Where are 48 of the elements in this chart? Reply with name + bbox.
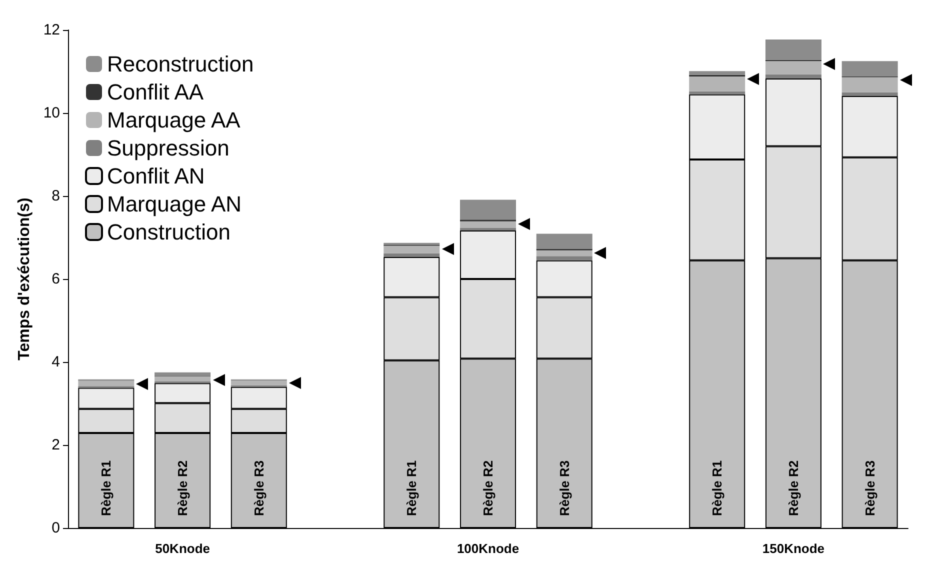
y-tick-label: 12 — [43, 22, 60, 38]
x-tick-label: Règle R2 — [480, 460, 496, 516]
y-tick-label: 6 — [52, 270, 60, 288]
legend-label: Conflit AN — [107, 164, 205, 188]
bar — [230, 380, 287, 386]
x-tick-label: Règle R2 — [175, 460, 190, 516]
y-tick-label: 0 — [52, 520, 60, 536]
x-tick-label: Règle R1 — [98, 460, 114, 516]
bar — [765, 61, 822, 74]
x-tick-label: Règle R3 — [862, 460, 878, 516]
bar — [765, 40, 822, 60]
y-tick-label: 2 — [52, 436, 60, 454]
bar — [536, 256, 592, 260]
bar — [842, 92, 898, 96]
y-axis-title: Temps d'exécution(s) — [16, 198, 33, 360]
text: 150Knode — [762, 541, 825, 556]
y-tick-label: 8 — [52, 188, 60, 204]
legend-label: Reconstruction — [107, 52, 254, 76]
bar — [384, 246, 440, 254]
x-tick-label: Règle R2 — [786, 460, 801, 516]
bar — [689, 76, 746, 92]
legend-label: Marquage AN — [107, 192, 242, 216]
bar — [842, 61, 898, 76]
legend-label: Suppression — [107, 136, 230, 160]
bar — [460, 200, 516, 220]
text: 50Knode — [155, 541, 210, 556]
legend-label: Marquage AA — [107, 108, 241, 132]
x-tick-label: Règle R1 — [404, 460, 420, 516]
y-tick-label: 4 — [52, 354, 60, 370]
bar — [78, 380, 134, 386]
bar — [154, 376, 211, 382]
text: 100Knode — [456, 541, 520, 556]
x-tick-label: Règle R1 — [710, 460, 725, 516]
bar — [689, 91, 746, 94]
y-tick-label: 10 — [43, 104, 60, 122]
bar — [765, 74, 822, 79]
legend-label: Conflit AA — [107, 80, 204, 104]
x-tick-label: Règle R3 — [251, 460, 266, 516]
bar — [154, 372, 211, 376]
x-tick-label: Règle R3 — [556, 460, 572, 516]
bar — [689, 71, 746, 75]
bar — [536, 234, 592, 249]
bar — [384, 253, 440, 258]
bar — [460, 228, 516, 230]
bar — [842, 77, 898, 92]
legend-label: Construction — [107, 220, 231, 244]
bar — [460, 221, 516, 228]
bar — [536, 250, 592, 256]
